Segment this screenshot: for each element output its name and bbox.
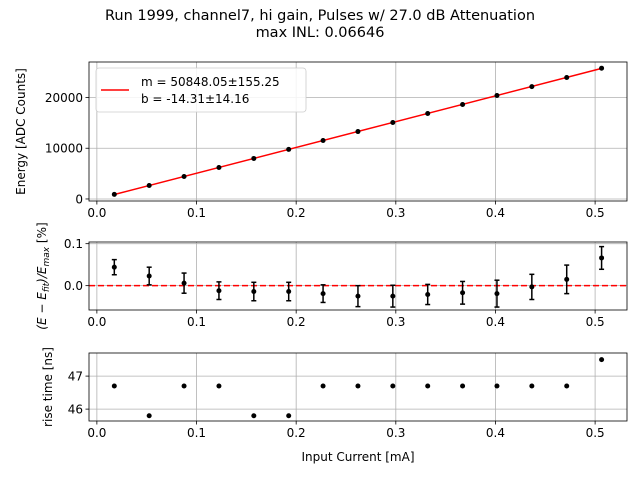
data-point	[320, 383, 326, 389]
y-tick-label: 0.1	[64, 237, 83, 251]
data-point	[355, 129, 361, 135]
data-point	[390, 119, 396, 125]
x-tick-label: 0.3	[386, 426, 405, 440]
data-point	[111, 191, 117, 197]
y-tick-label: 0	[75, 192, 83, 206]
data-point	[251, 155, 257, 161]
data-point	[494, 383, 500, 389]
y-axis-label: Energy [ADC Counts]	[14, 68, 28, 195]
data-point	[216, 165, 222, 171]
data-point	[390, 293, 396, 299]
x-tick-label: 0.1	[187, 426, 206, 440]
data-point	[146, 273, 152, 279]
x-tick-label: 0.4	[486, 426, 505, 440]
x-tick-label: 0.1	[187, 206, 206, 220]
data-point	[564, 75, 570, 81]
data-point	[355, 383, 361, 389]
x-tick-label: 0.2	[287, 315, 306, 329]
data-point	[425, 291, 431, 297]
data-point	[599, 357, 605, 363]
data-point	[425, 383, 431, 389]
x-tick-label: 0.0	[87, 315, 106, 329]
x-tick-label: 0.2	[287, 426, 306, 440]
data-point	[251, 289, 257, 295]
data-point	[529, 84, 535, 90]
x-tick-label: 0.3	[386, 315, 405, 329]
data-point	[111, 264, 117, 270]
data-point	[286, 146, 292, 152]
data-point	[599, 255, 605, 261]
legend-box	[95, 67, 307, 113]
x-tick-label: 0.0	[87, 206, 106, 220]
data-point	[564, 383, 570, 389]
y-tick-label: 0.0	[64, 279, 83, 293]
x-tick-label: 0.2	[287, 206, 306, 220]
y-tick-label: 47	[68, 369, 83, 383]
y-tick-label: 46	[68, 402, 83, 416]
axes-frame	[88, 352, 628, 422]
chart-title-line1: Run 1999, channel7, hi gain, Pulses w/ 2…	[104, 8, 536, 24]
x-tick-label: 0.3	[386, 206, 405, 220]
data-point	[251, 413, 257, 419]
energy-panel: 0.0 0.1 0.2 0.3 0.4 0.5 0 10000 20000 Energy [ADC…	[14, 61, 628, 220]
data-point	[425, 111, 431, 117]
data-point	[564, 276, 570, 282]
data-point	[529, 383, 535, 389]
y-axis-label: (E − Efit)/Emax [%]	[35, 222, 52, 329]
data-point	[181, 280, 187, 286]
x-tick-label: 0.5	[586, 426, 605, 440]
data-point	[320, 291, 326, 297]
x-tick-label: 0.0	[87, 426, 106, 440]
data-point	[460, 383, 466, 389]
axes-frame	[88, 61, 628, 202]
y-tick-label: 20000	[45, 91, 83, 105]
x-axis-label: Input Current [mA]	[301, 450, 414, 464]
legend: m = 50848.05±155.25 b = -14.31±14.16	[95, 67, 307, 113]
residual-panel: 0.0 0.1 0.2 0.3 0.4 0.5 0.0 0.1 (E − Efit)/Emax …	[35, 222, 628, 330]
x-tick-label: 0.4	[486, 206, 505, 220]
data-point	[146, 183, 152, 189]
data-point	[181, 383, 187, 389]
y-axis-label: rise time [ns]	[41, 347, 55, 427]
data-point	[355, 293, 361, 299]
data-point	[181, 173, 187, 179]
data-point	[460, 102, 466, 108]
data-point	[320, 138, 326, 144]
data-point	[494, 291, 500, 297]
rise-time-panel: 0.0 0.1 0.2 0.3 0.4 0.5 46 47 rise time [ns] Inpu…	[41, 347, 628, 464]
data-point	[599, 65, 605, 71]
legend-m-text: m = 50848.05±155.25	[141, 75, 280, 89]
data-point	[460, 290, 466, 296]
x-tick-label: 0.5	[586, 315, 605, 329]
axes-frame	[88, 241, 628, 311]
x-tick-label: 0.1	[187, 315, 206, 329]
data-point	[111, 383, 117, 389]
data-point	[146, 413, 152, 419]
data-point	[216, 383, 222, 389]
data-point	[286, 289, 292, 295]
data-point	[216, 288, 222, 294]
data-point	[494, 92, 500, 98]
data-point	[390, 383, 396, 389]
data-point	[529, 284, 535, 290]
x-tick-label: 0.5	[586, 206, 605, 220]
x-tick-label: 0.4	[486, 315, 505, 329]
y-tick-label: 10000	[45, 142, 83, 156]
chart-title-line2: max INL: 0.06646	[255, 25, 385, 41]
legend-b-text: b = -14.31±14.16	[141, 92, 249, 106]
data-point	[286, 413, 292, 419]
